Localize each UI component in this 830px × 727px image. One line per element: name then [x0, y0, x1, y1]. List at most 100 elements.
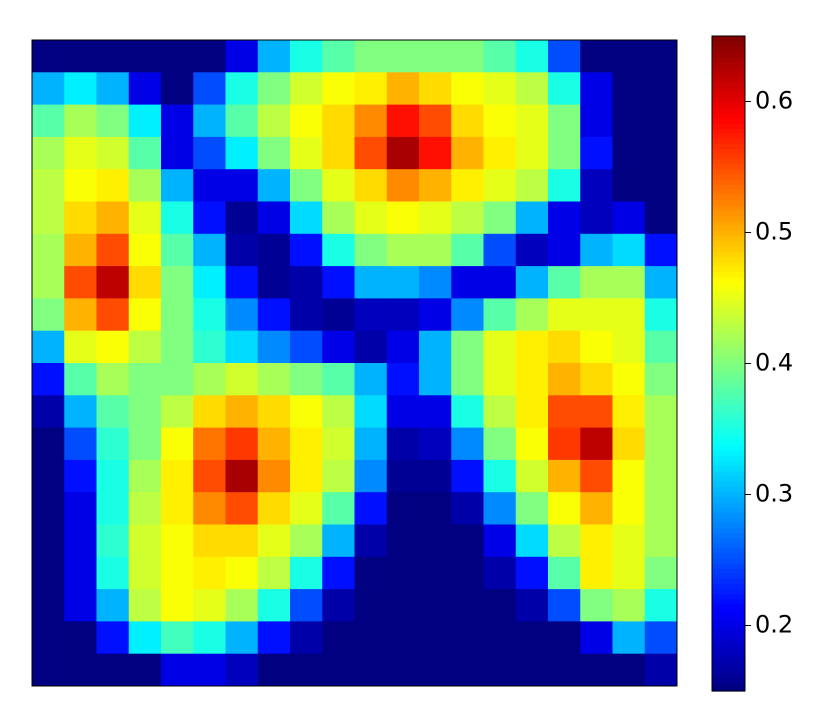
heatmap-cell	[515, 459, 549, 493]
heatmap-cell	[225, 201, 259, 235]
heatmap-cell	[257, 556, 291, 590]
heatmap-cell	[354, 298, 388, 332]
heatmap-cell	[419, 266, 452, 299]
colorbar-swatch	[712, 614, 745, 620]
heatmap-cell	[354, 556, 388, 590]
colorbar-swatch	[712, 557, 745, 564]
heatmap-cell	[128, 136, 162, 170]
heatmap-cell	[612, 363, 646, 396]
heatmap-cell	[322, 233, 355, 267]
heatmap-cell	[419, 72, 452, 106]
heatmap-cell	[548, 201, 581, 235]
heatmap-cell	[32, 136, 65, 170]
heatmap-cell	[548, 330, 581, 364]
colorbar-swatch	[712, 629, 745, 636]
colorbar-swatch	[712, 593, 745, 600]
heatmap-cell	[128, 524, 162, 558]
heatmap-cell	[515, 492, 549, 525]
colorbar-swatch	[712, 496, 745, 503]
colorbar-swatch	[712, 655, 745, 661]
heatmap-cell	[225, 40, 259, 73]
heatmap-cell	[515, 169, 549, 202]
heatmap-cell	[354, 40, 388, 73]
heatmap-cell	[257, 330, 291, 364]
heatmap-cell	[612, 524, 646, 558]
heatmap-cell	[580, 556, 613, 590]
heatmap-cell	[644, 40, 678, 73]
heatmap-cell	[290, 330, 323, 364]
heatmap-cell	[193, 524, 226, 558]
heatmap-cell	[515, 621, 549, 655]
heatmap-cell	[193, 266, 226, 299]
heatmap-cell	[644, 330, 678, 364]
heatmap-cell	[32, 427, 65, 461]
heatmap-cell	[161, 363, 194, 396]
heatmap-cell	[580, 72, 613, 106]
heatmap-cell	[290, 104, 323, 138]
colorbar-swatch	[712, 399, 745, 406]
heatmap-cell	[322, 40, 355, 73]
heatmap-cell	[257, 72, 291, 106]
heatmap-cell	[322, 427, 355, 461]
heatmap-cell	[419, 40, 452, 73]
colorbar-swatch	[712, 563, 745, 569]
heatmap-cell	[161, 395, 194, 429]
colorbar-swatch	[712, 680, 745, 687]
colorbar-swatch	[712, 117, 745, 124]
heatmap-cell	[386, 40, 420, 73]
colorbar-swatch	[712, 368, 745, 375]
colorbar-swatch	[712, 291, 745, 298]
colorbar-swatch	[712, 675, 745, 682]
heatmap-cell	[580, 621, 613, 655]
colorbar-swatch	[712, 419, 745, 426]
colorbar-swatch	[712, 235, 745, 242]
heatmap-cell	[257, 395, 291, 429]
heatmap-cell	[612, 395, 646, 429]
heatmap-cell	[483, 201, 517, 235]
heatmap-cell	[193, 201, 226, 235]
heatmap-cell	[225, 524, 259, 558]
heatmap-cell	[64, 492, 97, 525]
heatmap-cell	[419, 524, 452, 558]
heatmap-cell	[548, 233, 581, 267]
heatmap-cell	[548, 524, 581, 558]
heatmap-cell	[32, 363, 65, 396]
colorbar-swatch	[712, 199, 745, 206]
heatmap-cell	[483, 104, 517, 138]
colorbar-swatch	[712, 660, 745, 667]
colorbar-swatch	[712, 128, 745, 134]
heatmap-cell	[128, 556, 162, 590]
heatmap-cell	[257, 653, 291, 687]
heatmap-cell	[548, 653, 581, 687]
heatmap-cell	[580, 233, 613, 267]
heatmap-cell	[451, 298, 484, 332]
colorbar-swatch	[712, 624, 745, 631]
colorbar-swatch	[712, 153, 745, 160]
heatmap-cell	[128, 459, 162, 493]
heatmap-cell	[64, 427, 97, 461]
heatmap-cell	[161, 653, 194, 687]
heatmap-cell	[32, 524, 65, 558]
heatmap-cell	[128, 589, 162, 622]
heatmap-cell	[290, 266, 323, 299]
heatmap-cell	[193, 621, 226, 655]
heatmap-cell	[483, 492, 517, 525]
heatmap-cell	[64, 104, 97, 138]
colorbar-swatch	[712, 220, 745, 226]
colorbar-swatch	[712, 194, 745, 201]
colorbar-swatch	[712, 409, 745, 416]
colorbar-swatch	[712, 465, 745, 472]
heatmap-cell	[161, 169, 194, 202]
colorbar-swatch	[712, 189, 745, 196]
heatmap-cell	[64, 72, 97, 106]
heatmap-cell	[96, 169, 130, 202]
colorbar-swatch	[712, 435, 745, 441]
heatmap-cell	[225, 459, 259, 493]
heatmap-cell	[290, 556, 323, 590]
colorbar-swatch	[712, 511, 745, 518]
heatmap-cell	[322, 492, 355, 525]
colorbar-swatch	[712, 133, 745, 139]
colorbar-swatch	[712, 460, 745, 467]
heatmap-cell	[419, 169, 452, 202]
heatmap-cell	[322, 330, 355, 364]
